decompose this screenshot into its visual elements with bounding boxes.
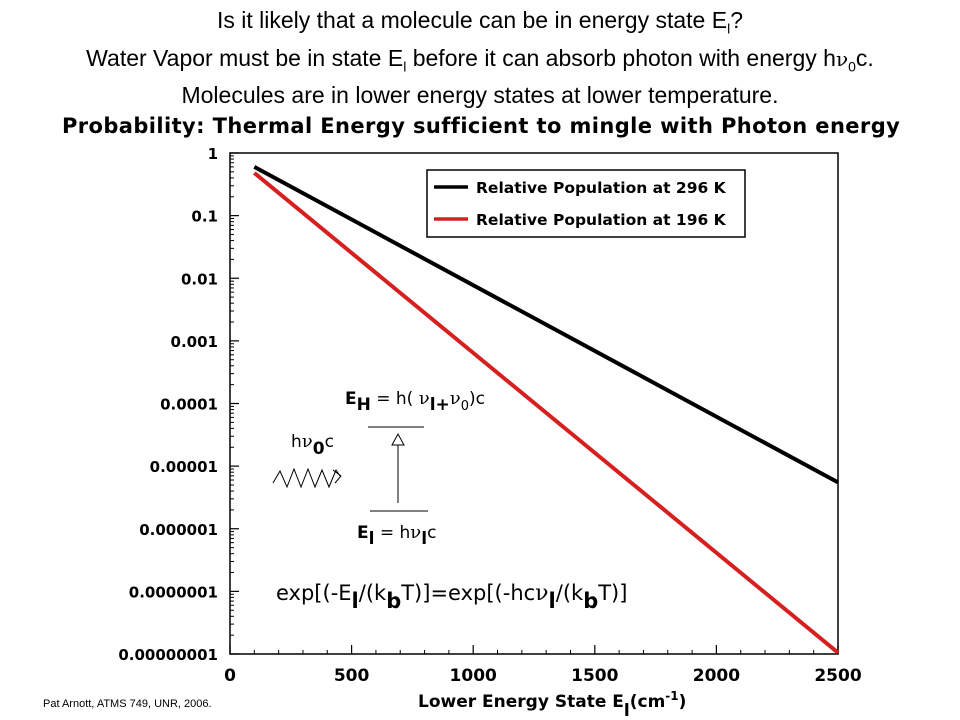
- y-tick-label: 0.00000001: [118, 646, 218, 664]
- y-axis: 1 0.1 0.01 0.001 0.0001 0.00001 0.000001 0.0000…: [118, 145, 239, 664]
- x-tick-label: 0: [224, 666, 236, 686]
- upper-level-label: EH = h( νl+ν0)c: [345, 388, 485, 415]
- transition-arrow-head: [391, 432, 405, 446]
- x-tick-label: 2500: [814, 666, 861, 686]
- slide-title: Is it likely that a molecule can be in e…: [0, 6, 960, 110]
- photon-wave-icon: [272, 467, 341, 489]
- title-line-2: Water Vapor must be in state El before i…: [86, 44, 874, 75]
- x-axis: 0 500 1000 1500 2000 2500: [224, 645, 862, 686]
- series-lines: [253, 165, 840, 655]
- photon-label: hν0c: [291, 431, 334, 459]
- y-tick-label: 0.00001: [150, 458, 218, 476]
- x-tick-label: 500: [334, 666, 370, 686]
- credit-text: Pat Arnott, ATMS 749, UNR, 2006.: [43, 698, 212, 710]
- lower-level-label: El = hνlc: [357, 522, 436, 549]
- y-tick-label: 0.0000001: [129, 583, 218, 601]
- legend-label-196k: Relative Population at 196 K: [476, 211, 727, 229]
- boltzmann-formula: exp[(-El/(kbT)]=exp[(-hcνl/(kbT)]: [276, 581, 627, 613]
- series-line-296k: [253, 165, 839, 485]
- series-line-196k: [253, 171, 840, 655]
- y-tick-label: 0.001: [171, 333, 218, 351]
- photon-arrow-icon: [332, 469, 342, 484]
- y-tick-label: 0.000001: [139, 521, 218, 539]
- title-line-3: Molecules are in lower energy states at …: [181, 82, 779, 109]
- x-tick-label: 1500: [571, 666, 618, 686]
- legend-box: [426, 169, 746, 238]
- chart-title: Probability: Thermal Energy sufficient t…: [62, 114, 901, 138]
- y-tick-label: 0.1: [191, 208, 218, 226]
- energy-level-diagram: EH = h( νl+ν0)c El = hνlc hν0c: [272, 388, 485, 549]
- y-tick-label: 1: [208, 145, 218, 163]
- title-line-1: Is it likely that a molecule can be in e…: [216, 7, 744, 37]
- legend-label-296k: Relative Population at 296 K: [476, 179, 727, 197]
- x-axis-label: Lower Energy State El(cm-1): [418, 689, 686, 720]
- y-tick-label: 0.01: [181, 270, 218, 288]
- x-tick-label: 1000: [450, 666, 497, 686]
- legend: Relative Population at 296 K Relative Po…: [426, 169, 746, 238]
- x-tick-label: 2000: [693, 666, 740, 686]
- y-tick-label: 0.0001: [160, 396, 218, 414]
